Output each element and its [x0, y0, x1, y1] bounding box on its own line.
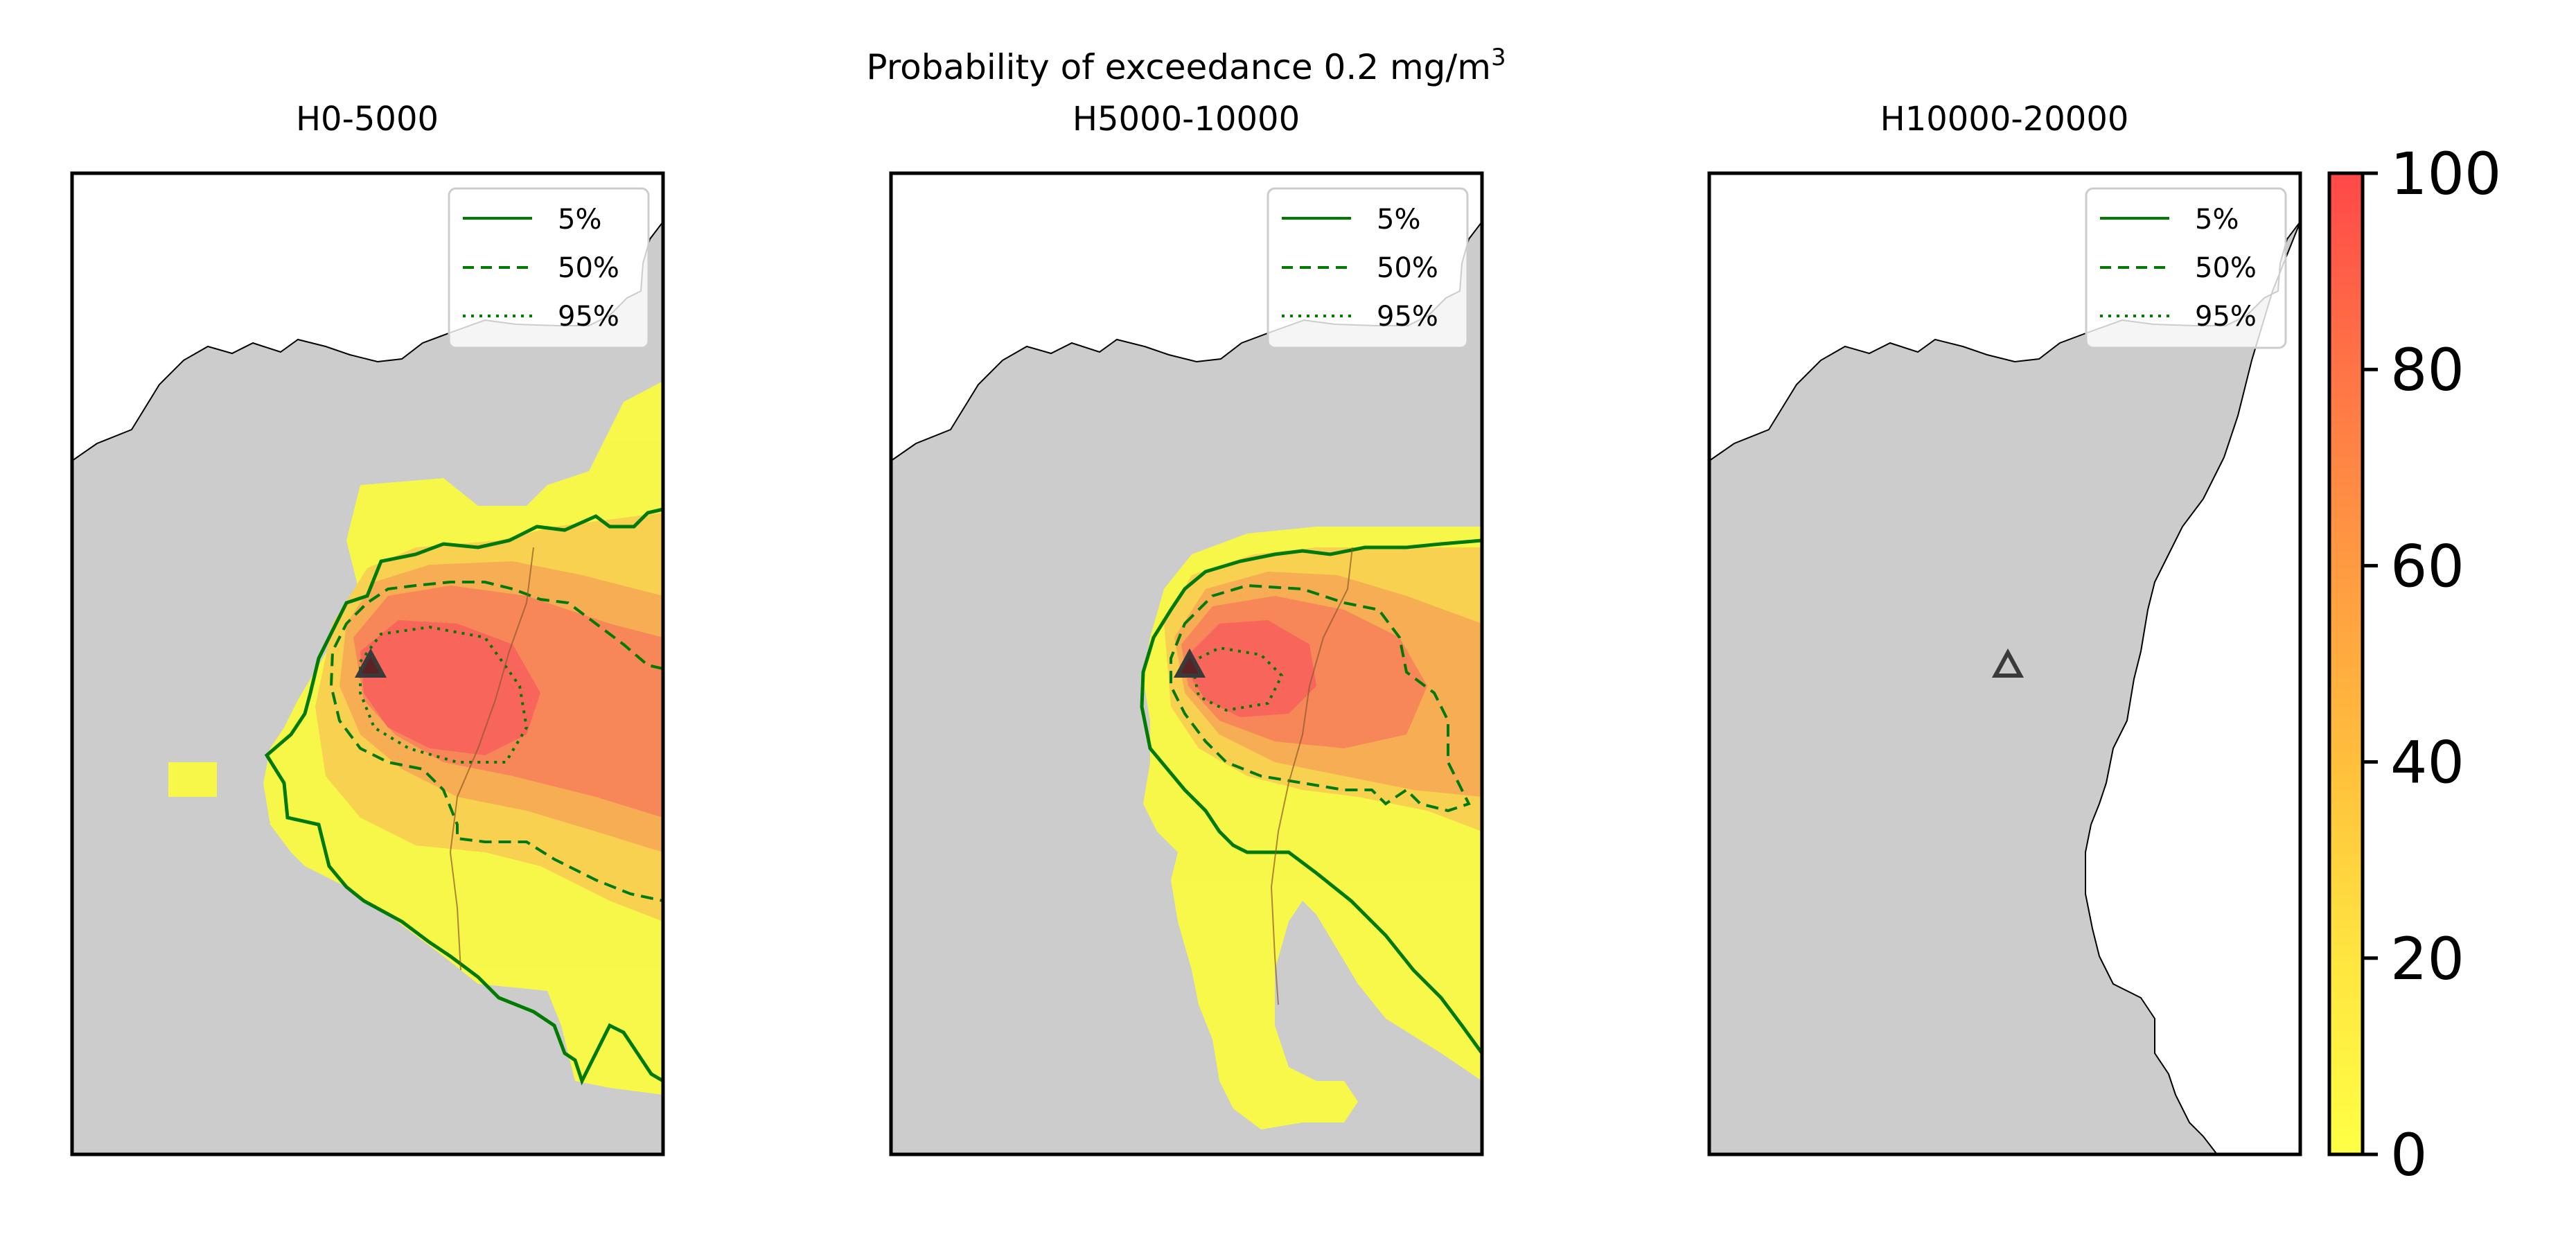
vent-marker-icon [1991, 648, 2024, 678]
legend-label-95pct: 95% [2195, 301, 2257, 333]
colorbar-tick-label: 100 [2390, 140, 2501, 208]
legend-label-50pct: 50% [2195, 252, 2257, 284]
figure-suptitle: Probability of exceedance 0.2 mg/m3 [866, 44, 1506, 87]
contour-95pct [1190, 646, 1284, 712]
colorbar-gradient [2327, 171, 2365, 1156]
legend-label-95pct: 95% [558, 301, 619, 333]
land-area [1709, 221, 2300, 1154]
legend-label-5pct: 5% [2195, 204, 2239, 236]
contour-50pct [329, 581, 663, 902]
map-panel-2: H5000-10000 [889, 100, 1484, 1156]
colorbar: 0 20 40 60 80 100 [2327, 140, 2501, 1189]
panel-title: H0-5000 [296, 100, 439, 139]
probability-field [1143, 527, 1482, 1129]
legend-label-50pct: 50% [1377, 252, 1438, 284]
panel-title: H10000-20000 [1880, 100, 2129, 139]
legend-label-5pct: 5% [558, 204, 601, 236]
legend-label-50pct: 50% [558, 252, 619, 284]
legend-label-5pct: 5% [1377, 204, 1420, 236]
contour-95pct [359, 625, 529, 764]
vent-marker-icon [1173, 648, 1206, 678]
legend: 5% 50% 95% [1267, 187, 1469, 349]
colorbar-tick-label: 40 [2390, 729, 2464, 797]
legend: 5% 50% 95% [2085, 187, 2287, 349]
map-frame [1707, 171, 2302, 1156]
map-frame [889, 171, 1484, 1156]
vent-marker-icon [354, 648, 387, 678]
legend-label-95pct: 95% [1377, 301, 1438, 333]
colorbar-tick-label: 0 [2390, 1121, 2427, 1189]
panel-title: H5000-10000 [1073, 100, 1300, 139]
colorbar-tick-label: 60 [2390, 532, 2464, 600]
colorbar-tick-label: 80 [2390, 336, 2464, 404]
contour-5pct [264, 507, 663, 1086]
map-panel-1: H0-5000 [70, 100, 665, 1156]
legend: 5% 50% 95% [448, 187, 650, 349]
contour-5pct [1140, 538, 1482, 1055]
map-frame [70, 171, 665, 1156]
contour-50pct [1170, 583, 1471, 813]
colorbar-tick-label: 20 [2390, 925, 2464, 993]
map-panel-3: H10000-20000 5% 50% 95% [1707, 100, 2302, 1156]
